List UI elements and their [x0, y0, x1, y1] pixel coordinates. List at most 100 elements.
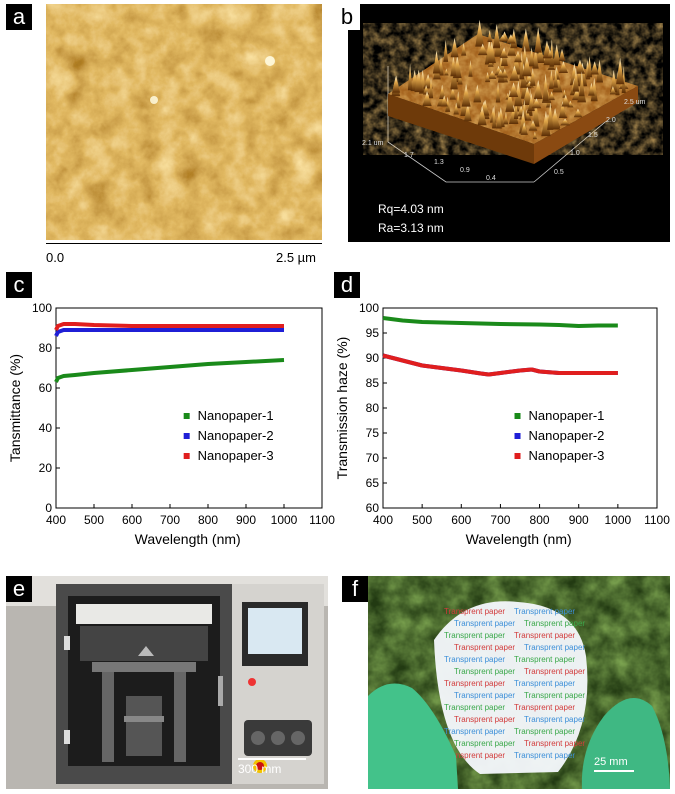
surface-peak: [503, 112, 509, 125]
x-tick-label: 600: [122, 513, 142, 527]
surface-peak: [610, 69, 618, 93]
panel-d: 400 500 600 700 800 900 1000 1100 60 65 70 75 80 85 90…: [335, 296, 675, 558]
surface-peak: [542, 73, 549, 102]
y-tick-label: 90: [366, 351, 380, 365]
surface-peak: [572, 67, 580, 92]
legend-swatch: [514, 433, 521, 439]
surface-peak: [509, 65, 520, 81]
x-tick-label: 500: [412, 513, 432, 527]
paper-print-text: Transprent paper: [514, 703, 575, 712]
surface-peak: [457, 72, 463, 85]
surface-peak: [449, 86, 456, 100]
paper-print-text: Transprent paper: [524, 667, 585, 676]
surface-peak: [407, 63, 413, 91]
surface-peak: [485, 71, 491, 83]
x-tick-label: 900: [236, 513, 256, 527]
axis-z-label: 2.1 um: [362, 140, 384, 147]
paper-print-text: Transprent paper: [444, 703, 505, 712]
paper-print-text: Transprent paper: [454, 691, 515, 700]
surface-peak: [532, 131, 537, 140]
surface-peak: [487, 41, 496, 64]
x-tick-label: 800: [530, 513, 550, 527]
scale-end-label: 2.5 µm: [276, 250, 317, 265]
surface-peak: [519, 51, 525, 80]
paper-print-text: Transprent paper: [514, 679, 575, 688]
paper-print-text: Transprent paper: [444, 607, 505, 616]
surface-peak: [477, 105, 487, 126]
series-line-nanopaper-3: [54, 322, 284, 331]
surface-peak: [558, 48, 566, 61]
paper-print-text: Transprent paper: [514, 607, 575, 616]
y-tick-label: 0: [45, 501, 52, 515]
axis-y-tick: 2.0: [606, 117, 616, 124]
panel-letter-d: d: [334, 272, 360, 298]
paper-print-text: Transprent paper: [514, 727, 575, 736]
y-tick-label: 85: [366, 376, 380, 390]
surface-peak: [588, 82, 595, 96]
transparent-paper-photo: Transprent paper Transprent paper Transpre…: [368, 576, 670, 789]
scale-bar-line: [238, 758, 306, 760]
surface-peak: [513, 100, 519, 120]
y-tick-label: 75: [366, 426, 380, 440]
surface-peak: [590, 61, 599, 75]
y-tick-label: 20: [39, 461, 53, 475]
surface-peak: [514, 81, 523, 107]
surface-peak: [522, 86, 533, 105]
surface-peak: [487, 29, 493, 42]
transmittance-chart: 400 500 600 700 800 900 1000 1100 0 20 40 60 80 100 Wa…: [7, 301, 335, 547]
panel-b: 2.1 um 1.7 1.3 0.9 0.4 0.5 1.0 1.5 2.0 2…: [348, 4, 670, 242]
surface-peak: [573, 108, 583, 118]
series-line-nanopaper-1: [382, 316, 618, 328]
surface-peak: [478, 43, 488, 56]
surface-peak: [528, 47, 535, 67]
surface-peak: [495, 82, 501, 103]
surface-peak: [522, 56, 532, 77]
panel-letter-b: b: [334, 4, 360, 30]
paper-print-text: Transprent paper: [454, 643, 515, 652]
surface-peak: [505, 89, 515, 112]
legend-label: Nanopaper-2: [198, 428, 274, 443]
surface-peak: [547, 49, 553, 58]
surface-peak: [508, 82, 519, 98]
afm-height-image: [46, 4, 322, 240]
surface-peak: [514, 50, 522, 63]
panel-letter-e: e: [6, 576, 32, 602]
paper-print-text: Transprent paper: [514, 655, 575, 664]
x-axis-label: Wavelength (nm): [135, 531, 241, 547]
axis-y-tick: 0.5: [554, 169, 564, 176]
paper-print-text: Transprent paper: [454, 619, 515, 628]
surface-peak: [549, 38, 555, 67]
surface-peak: [535, 45, 545, 63]
axis-x-tick: 1.3: [434, 159, 444, 166]
panel-letter-a: a: [6, 4, 32, 30]
surface-peak: [463, 103, 472, 122]
panel-f: Transprent paper Transprent paper Transpre…: [368, 576, 670, 789]
plot-frame: [55, 307, 323, 509]
surface-peak: [558, 101, 566, 118]
surface-peak: [493, 24, 501, 48]
afm-3d-surface: 2.1 um 1.7 1.3 0.9 0.4 0.5 1.0 1.5 2.0 2…: [362, 19, 646, 183]
surface-peak: [475, 19, 485, 47]
legend-label: Nanopaper-2: [529, 428, 605, 443]
surface-peak: [532, 100, 540, 127]
axis-y-tick: 1.5: [588, 132, 598, 139]
surface-peak: [428, 76, 434, 99]
paper-print-text: Transprent paper: [444, 631, 505, 640]
x-tick-label: 1000: [605, 513, 632, 527]
surface-peak: [499, 48, 508, 58]
paper-print-text: Transprent paper: [514, 631, 575, 640]
paper-print-text: Transprent paper: [524, 619, 585, 628]
surface-peak: [422, 91, 432, 106]
x-tick-label: 500: [84, 513, 104, 527]
series-line-nanopaper-2: [54, 328, 284, 337]
surface-peak: [498, 34, 508, 42]
axis-x-tick: 1.7: [404, 152, 414, 159]
surface-peak: [561, 94, 570, 107]
surface-peak: [450, 55, 457, 77]
legend-label: Nanopaper-1: [529, 408, 605, 423]
legend-label: Nanopaper-3: [198, 448, 274, 463]
surface-peak: [473, 84, 482, 103]
surface-peak: [487, 70, 497, 79]
surface-peak: [439, 84, 446, 100]
surface-peak: [577, 62, 588, 87]
